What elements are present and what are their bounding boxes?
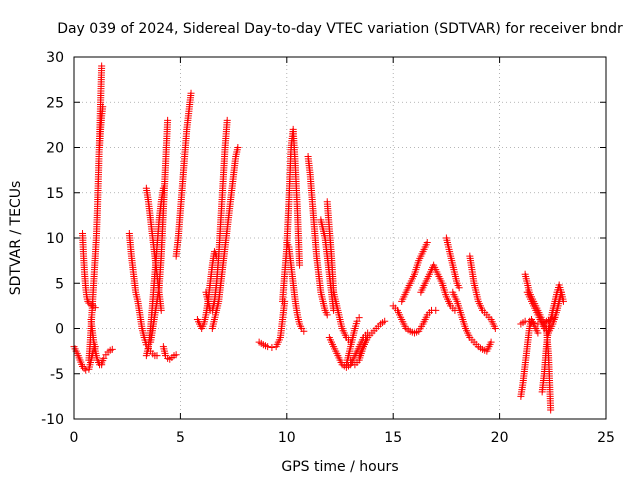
x-tick-label: 0 (70, 430, 79, 446)
data-point (223, 116, 231, 124)
data-point (268, 344, 276, 352)
series-arc-ab (398, 239, 431, 305)
data-point (455, 284, 463, 292)
data-point (491, 325, 499, 332)
y-tick-label: 20 (46, 141, 64, 157)
series-arc-af (466, 252, 499, 332)
x-tick-label: 25 (597, 430, 615, 446)
data-point (432, 306, 440, 314)
data-point (82, 366, 90, 374)
data-point (79, 363, 87, 371)
x-tick-label: 10 (278, 430, 296, 446)
data-layer (70, 62, 567, 414)
data-point (172, 351, 180, 359)
series-arc-ad (442, 234, 463, 292)
data-point (153, 352, 161, 360)
series-arc-k (159, 343, 180, 363)
y-tick-label: 5 (55, 276, 64, 292)
data-point (164, 116, 172, 124)
series-arc-s (304, 153, 331, 319)
series-arc-ae (449, 288, 495, 355)
data-point (296, 261, 304, 269)
data-point (534, 329, 542, 337)
data-point (423, 239, 431, 247)
data-point (381, 317, 389, 325)
series-arc-aa (389, 302, 440, 337)
data-point (264, 343, 272, 351)
y-axis-label: SDTVAR / TECUs (8, 181, 24, 296)
data-point (100, 354, 108, 362)
series-arc-z (355, 317, 389, 360)
x-tick-label: 5 (176, 430, 185, 446)
series-arc-l (172, 89, 195, 260)
data-point-interp (80, 364, 88, 372)
data-point (157, 306, 165, 314)
y-tick-label: -5 (50, 367, 64, 383)
data-point (98, 62, 106, 70)
series-arc-p (255, 297, 289, 352)
data-point (353, 317, 361, 325)
data-point (300, 327, 308, 335)
x-axis-label: GPS time / hours (281, 459, 398, 475)
y-tick-label: 25 (46, 95, 64, 111)
series-arc-ah (517, 315, 542, 400)
y-tick-label: 0 (55, 322, 64, 338)
data-point (547, 406, 555, 414)
x-tick-label: 20 (491, 430, 509, 446)
series-arc-g (125, 229, 161, 360)
series-arc-x (342, 314, 363, 369)
data-point (323, 311, 331, 319)
x-tick-label: 15 (384, 430, 402, 446)
series-arc-o (208, 144, 242, 332)
series-arc-w (330, 288, 355, 346)
y-tick-label: 30 (46, 50, 64, 66)
series-arc-ak (523, 288, 565, 337)
series-arc-r (283, 239, 308, 335)
data-point (187, 89, 195, 97)
data-point (234, 144, 242, 151)
series-arc-f (98, 345, 116, 367)
data-point (108, 345, 116, 353)
series-arc-d (87, 315, 106, 369)
chart-title: Day 039 of 2024, Sidereal Day-to-day VTE… (57, 21, 623, 37)
data-point (487, 338, 495, 346)
data-point (99, 103, 107, 111)
y-tick-label: 15 (46, 186, 64, 202)
y-tick-label: -10 (41, 412, 64, 428)
series-arc-u (323, 198, 338, 296)
axes: 0 5 10 15 20 25 -10 -5 0 5 10 15 20 25 30 (41, 50, 615, 446)
data-point (355, 314, 363, 322)
y-tick-label: 10 (46, 231, 64, 247)
series-arc-e (96, 103, 107, 151)
data-point (557, 288, 565, 296)
series-arc-n (202, 116, 231, 314)
series-arc-j (142, 184, 165, 314)
series-arc-ac (417, 261, 459, 314)
